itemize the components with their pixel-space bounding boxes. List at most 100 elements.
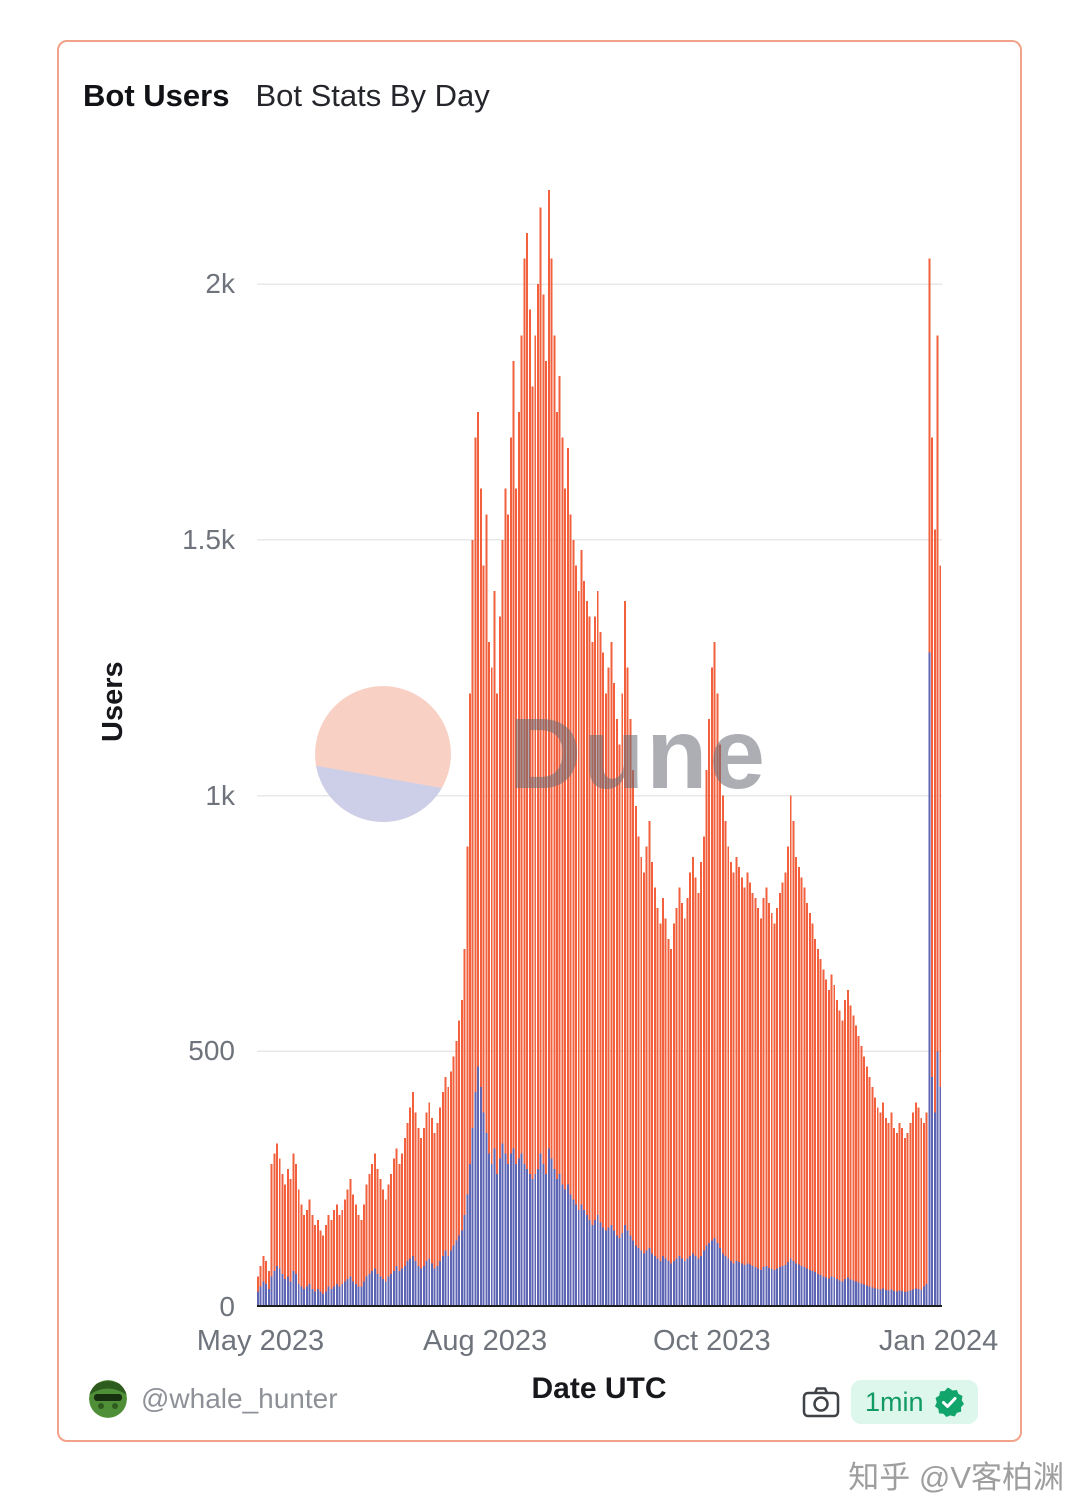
orange-bar[interactable] bbox=[575, 565, 577, 1307]
blue-bar[interactable] bbox=[392, 1271, 395, 1307]
blue-bar[interactable] bbox=[324, 1291, 327, 1307]
orange-bar[interactable] bbox=[882, 1102, 885, 1307]
orange-bar[interactable] bbox=[833, 984, 836, 1307]
blue-bar[interactable] bbox=[496, 1174, 499, 1307]
orange-bar[interactable] bbox=[795, 857, 798, 1307]
blue-bar[interactable] bbox=[749, 1264, 751, 1307]
blue-bar[interactable] bbox=[623, 1225, 626, 1307]
blue-bar[interactable] bbox=[838, 1280, 841, 1307]
blue-bar[interactable] bbox=[333, 1286, 336, 1308]
orange-bar[interactable] bbox=[474, 437, 477, 1307]
orange-bar[interactable] bbox=[322, 1235, 325, 1307]
blue-bar[interactable] bbox=[585, 1214, 588, 1307]
blue-bar[interactable] bbox=[504, 1153, 507, 1307]
blue-bar[interactable] bbox=[903, 1292, 906, 1307]
blue-bar[interactable] bbox=[860, 1283, 863, 1308]
orange-bar[interactable] bbox=[520, 335, 523, 1307]
orange-bar[interactable] bbox=[816, 949, 819, 1307]
orange-bar[interactable] bbox=[547, 190, 550, 1307]
orange-bar[interactable] bbox=[305, 1209, 308, 1307]
blue-bar[interactable] bbox=[689, 1255, 692, 1307]
orange-bar[interactable] bbox=[471, 539, 474, 1307]
orange-bar[interactable] bbox=[314, 1225, 317, 1307]
blue-bar[interactable] bbox=[257, 1291, 259, 1307]
orange-bar[interactable] bbox=[335, 1204, 338, 1307]
blue-bar[interactable] bbox=[768, 1268, 770, 1307]
orange-bar[interactable] bbox=[371, 1163, 374, 1307]
orange-bar[interactable] bbox=[765, 887, 768, 1307]
blue-bar[interactable] bbox=[879, 1289, 882, 1307]
orange-bar[interactable] bbox=[417, 1128, 420, 1307]
orange-bar[interactable] bbox=[871, 1087, 874, 1307]
blue-bar[interactable] bbox=[414, 1261, 417, 1307]
orange-bar[interactable] bbox=[727, 846, 730, 1307]
blue-bar[interactable] bbox=[607, 1227, 610, 1307]
blue-bar[interactable] bbox=[675, 1258, 678, 1307]
blue-bar[interactable] bbox=[664, 1258, 667, 1307]
blue-bar[interactable] bbox=[686, 1258, 689, 1307]
orange-bar[interactable] bbox=[768, 903, 770, 1307]
blue-bar[interactable] bbox=[507, 1163, 510, 1307]
refresh-badge[interactable]: 1min bbox=[851, 1380, 978, 1424]
orange-bar[interactable] bbox=[517, 412, 520, 1307]
blue-bar[interactable] bbox=[314, 1291, 317, 1307]
blue-bar[interactable] bbox=[436, 1266, 439, 1307]
orange-bar[interactable] bbox=[392, 1158, 395, 1307]
blue-bar[interactable] bbox=[452, 1245, 455, 1307]
orange-bar[interactable] bbox=[528, 309, 531, 1307]
blue-bar[interactable] bbox=[545, 1174, 548, 1307]
blue-bar[interactable] bbox=[485, 1133, 488, 1307]
orange-bar[interactable] bbox=[656, 908, 659, 1307]
orange-bar[interactable] bbox=[488, 642, 491, 1307]
orange-bar[interactable] bbox=[909, 1122, 912, 1307]
orange-bar[interactable] bbox=[759, 918, 762, 1307]
orange-bar[interactable] bbox=[607, 667, 610, 1307]
orange-bar[interactable] bbox=[613, 683, 616, 1307]
blue-bar[interactable] bbox=[450, 1250, 452, 1307]
blue-bar[interactable] bbox=[349, 1276, 352, 1307]
orange-bar[interactable] bbox=[749, 882, 751, 1308]
orange-bar[interactable] bbox=[373, 1153, 376, 1307]
blue-bar[interactable] bbox=[488, 1153, 491, 1307]
orange-bar[interactable] bbox=[697, 892, 700, 1307]
orange-bar[interactable] bbox=[621, 693, 624, 1307]
blue-bar[interactable] bbox=[781, 1266, 784, 1307]
blue-bar[interactable] bbox=[311, 1289, 314, 1307]
orange-bar[interactable] bbox=[939, 565, 942, 1307]
orange-bar[interactable] bbox=[585, 601, 588, 1307]
blue-bar[interactable] bbox=[267, 1289, 270, 1307]
blue-bar[interactable] bbox=[917, 1289, 920, 1307]
blue-bar[interactable] bbox=[811, 1271, 814, 1307]
orange-bar[interactable] bbox=[890, 1112, 893, 1307]
orange-bar[interactable] bbox=[694, 877, 697, 1307]
orange-bar[interactable] bbox=[776, 908, 779, 1307]
orange-bar[interactable] bbox=[422, 1128, 425, 1307]
blue-bar[interactable] bbox=[700, 1255, 703, 1307]
blue-bar[interactable] bbox=[789, 1258, 792, 1307]
orange-bar[interactable] bbox=[583, 580, 586, 1307]
orange-bar[interactable] bbox=[675, 908, 678, 1307]
orange-bar[interactable] bbox=[447, 1087, 450, 1307]
blue-bar[interactable] bbox=[477, 1066, 480, 1307]
orange-bar[interactable] bbox=[303, 1214, 306, 1307]
orange-bar[interactable] bbox=[292, 1153, 295, 1307]
author-handle[interactable]: @whale_hunter bbox=[141, 1383, 338, 1414]
blue-bar[interactable] bbox=[466, 1194, 469, 1308]
orange-bar[interactable] bbox=[708, 718, 711, 1307]
blue-bar[interactable] bbox=[901, 1291, 904, 1307]
blue-bar[interactable] bbox=[882, 1288, 885, 1307]
blue-bar[interactable] bbox=[335, 1284, 338, 1307]
orange-bar[interactable] bbox=[825, 979, 828, 1307]
blue-bar[interactable] bbox=[787, 1262, 790, 1307]
orange-bar[interactable] bbox=[501, 539, 504, 1307]
orange-bar[interactable] bbox=[561, 437, 564, 1307]
orange-bar[interactable] bbox=[865, 1066, 868, 1307]
blue-bar[interactable] bbox=[395, 1266, 398, 1307]
orange-bar[interactable] bbox=[789, 795, 792, 1307]
orange-bar[interactable] bbox=[276, 1143, 278, 1307]
orange-bar[interactable] bbox=[792, 821, 795, 1307]
blue-bar[interactable] bbox=[542, 1163, 545, 1307]
blue-bar[interactable] bbox=[846, 1277, 849, 1307]
orange-bar[interactable] bbox=[477, 412, 480, 1307]
blue-bar[interactable] bbox=[580, 1204, 583, 1307]
